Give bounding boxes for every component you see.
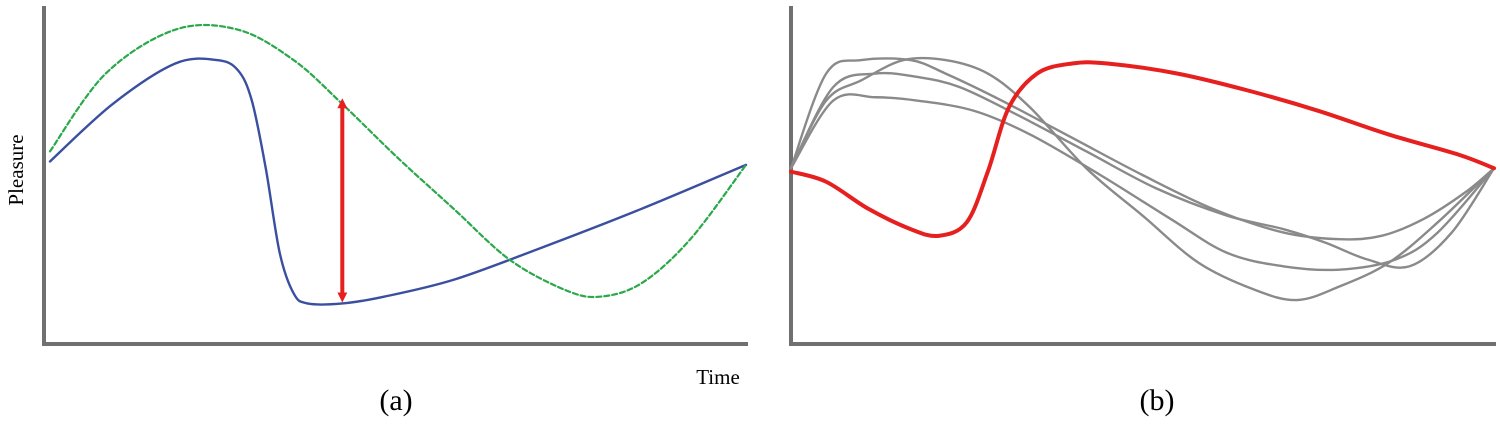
panel-a-ylabel: Pleasure [4, 134, 28, 205]
panel-b-caption: (b) [1140, 384, 1175, 417]
panel-a-series-line-0 [48, 57, 748, 306]
panel-a-caption: (a) [379, 384, 412, 417]
panel-b-series-line-1 [789, 71, 1496, 269]
panel-a-plot [48, 23, 748, 306]
panel-a-series-dashed-1 [48, 23, 748, 299]
panel-a-axes [42, 6, 748, 346]
panel-b: (b) [789, 6, 1496, 417]
panel-b-series-highlight-4 [789, 60, 1496, 239]
panel-b-plot [789, 56, 1496, 302]
panel-b-series-line-3 [789, 93, 1496, 272]
panel-a-xlabel: Time [696, 365, 740, 389]
panel-b-series-line-0 [789, 57, 1496, 241]
panel-a: Pleasure Time (a) [4, 6, 748, 417]
panel-b-axes [789, 6, 1496, 346]
panel-b-series-line-2 [789, 56, 1496, 302]
